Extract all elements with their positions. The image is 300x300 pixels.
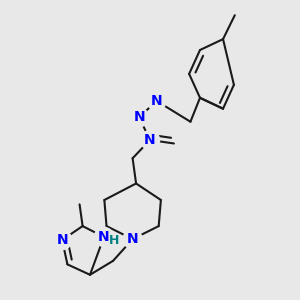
Text: N: N (151, 94, 162, 108)
Circle shape (130, 108, 149, 127)
Circle shape (123, 230, 142, 249)
Text: N: N (127, 232, 138, 246)
Text: N: N (98, 230, 110, 244)
Circle shape (107, 233, 121, 248)
Text: N: N (133, 110, 145, 124)
Text: H: H (109, 234, 119, 247)
Circle shape (94, 227, 113, 247)
Circle shape (52, 230, 72, 250)
Text: N: N (56, 233, 68, 247)
Circle shape (140, 130, 160, 150)
Circle shape (147, 91, 166, 110)
Text: N: N (144, 133, 156, 147)
